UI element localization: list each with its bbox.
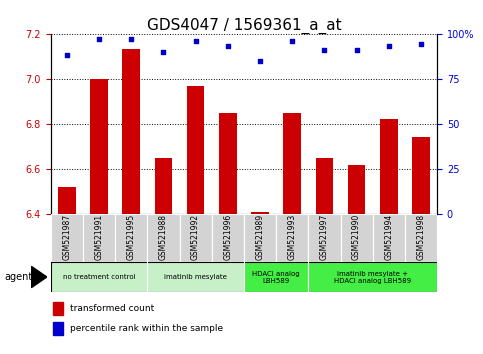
Text: transformed count: transformed count — [70, 304, 154, 313]
Bar — [412, 137, 430, 214]
Bar — [54, 322, 63, 335]
Bar — [380, 119, 398, 214]
Text: GSM521990: GSM521990 — [352, 214, 361, 260]
Bar — [373, 214, 405, 262]
Bar — [155, 158, 172, 214]
Text: GSM521994: GSM521994 — [384, 214, 393, 260]
Text: GSM521996: GSM521996 — [223, 214, 232, 260]
Text: agent: agent — [5, 272, 33, 282]
Text: GSM521988: GSM521988 — [159, 214, 168, 260]
Text: imatinib mesylate +
HDACi analog LBH589: imatinib mesylate + HDACi analog LBH589 — [334, 270, 412, 284]
Bar — [276, 214, 308, 262]
Bar — [51, 214, 83, 262]
Bar — [244, 214, 276, 262]
Bar — [90, 79, 108, 214]
Bar — [51, 262, 147, 292]
Point — [63, 52, 71, 58]
Bar — [83, 214, 115, 262]
Text: GSM521993: GSM521993 — [288, 214, 297, 260]
Point — [159, 49, 167, 55]
Text: no treatment control: no treatment control — [63, 274, 135, 280]
Bar — [308, 262, 437, 292]
Point — [353, 47, 360, 53]
Bar — [54, 302, 63, 315]
Bar — [187, 86, 204, 214]
Point — [288, 38, 296, 44]
Bar — [219, 113, 237, 214]
Text: imatinib mesylate: imatinib mesylate — [164, 274, 227, 280]
Bar — [147, 262, 244, 292]
Polygon shape — [31, 266, 47, 287]
Bar — [405, 214, 437, 262]
Bar — [180, 214, 212, 262]
Bar — [341, 214, 373, 262]
Bar — [315, 158, 333, 214]
Point — [192, 38, 199, 44]
Bar — [348, 165, 366, 214]
Bar — [308, 214, 341, 262]
Title: GDS4047 / 1569361_a_at: GDS4047 / 1569361_a_at — [147, 17, 341, 34]
Point — [417, 42, 425, 47]
Point — [224, 44, 232, 49]
Bar — [122, 50, 140, 214]
Bar — [115, 214, 147, 262]
Text: GSM521997: GSM521997 — [320, 214, 329, 260]
Point — [321, 47, 328, 53]
Bar — [244, 262, 308, 292]
Point — [256, 58, 264, 64]
Text: GSM521998: GSM521998 — [416, 214, 426, 260]
Point — [95, 36, 103, 42]
Text: GSM521987: GSM521987 — [62, 214, 71, 260]
Bar — [58, 187, 76, 214]
Point — [385, 44, 393, 49]
Bar — [212, 214, 244, 262]
Text: GSM521991: GSM521991 — [95, 214, 103, 260]
Text: percentile rank within the sample: percentile rank within the sample — [70, 324, 223, 333]
Point — [128, 36, 135, 42]
Bar — [284, 113, 301, 214]
Text: GSM521992: GSM521992 — [191, 214, 200, 260]
Text: GSM521995: GSM521995 — [127, 214, 136, 260]
Text: HDACi analog
LBH589: HDACi analog LBH589 — [252, 270, 300, 284]
Bar — [251, 212, 269, 214]
Bar — [147, 214, 180, 262]
Text: GSM521989: GSM521989 — [256, 214, 265, 260]
